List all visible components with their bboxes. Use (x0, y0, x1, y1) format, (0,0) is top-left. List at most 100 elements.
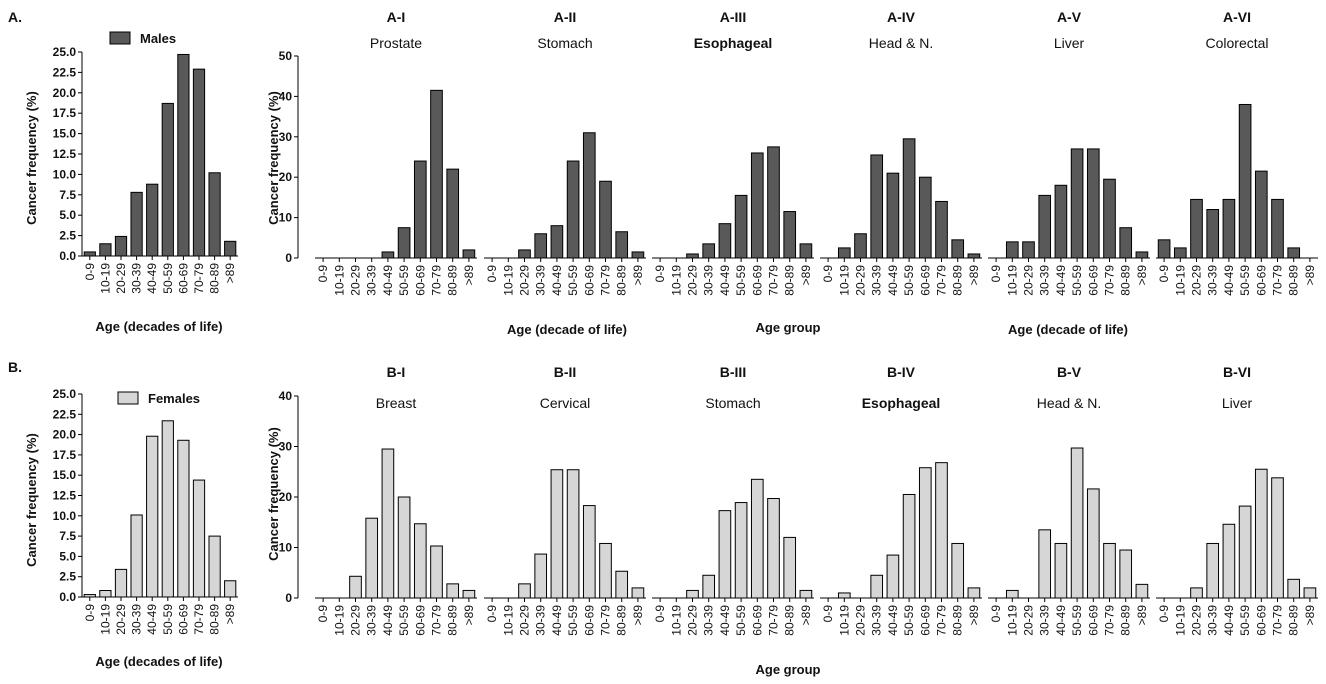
x-tick-label: 30-39 (534, 605, 548, 636)
bar (718, 223, 732, 259)
bar (1157, 239, 1171, 259)
bar (918, 467, 932, 599)
bar (550, 225, 564, 259)
bar (1119, 227, 1133, 259)
bar (381, 251, 395, 259)
bar (1038, 194, 1052, 259)
x-tick-label: 50-59 (161, 604, 175, 635)
bar (83, 251, 96, 257)
x-tick-label: >89 (1303, 605, 1317, 626)
bar (854, 233, 867, 259)
x-tick-label: 70-79 (1103, 605, 1117, 636)
subplot-code: B-I (387, 364, 406, 380)
x-tick-label: >89 (631, 605, 645, 626)
bar (1254, 170, 1268, 259)
y-tick-label: 0 (285, 591, 292, 605)
x-tick-label: 0-9 (316, 605, 330, 623)
x-tick-label: 30-39 (130, 604, 144, 635)
y-tick-label: 20 (279, 490, 293, 504)
bar (381, 448, 395, 599)
x-tick-label: 80-89 (1287, 605, 1301, 636)
x-tick-label: 70-79 (1103, 265, 1117, 296)
x-tick-label: 60-69 (582, 265, 596, 296)
subplot-code: B-VI (1223, 364, 1251, 380)
x-tick-label: 10-19 (669, 265, 683, 296)
bar (1271, 477, 1284, 599)
y-tick-label: 50 (279, 49, 293, 63)
subplot-title: Esophageal (694, 35, 773, 51)
bar (518, 583, 531, 599)
x-tick-label: 30-39 (1206, 605, 1220, 636)
bar (224, 580, 237, 598)
bar (783, 536, 797, 599)
y-tick-label: 10 (279, 211, 293, 225)
x-tick-label: 70-79 (599, 605, 613, 636)
x-tick-label: 60-69 (582, 605, 596, 636)
panel-label-b: B. (8, 359, 22, 375)
x-tick-label: 30-39 (702, 605, 716, 636)
subplot-title: Stomach (705, 395, 760, 411)
bar (224, 240, 237, 257)
y-tick-label: 20.0 (53, 428, 77, 442)
y-tick-label: 5.0 (59, 208, 76, 222)
x-tick-label: 20-29 (114, 263, 128, 294)
x-tick-label: 70-79 (935, 605, 949, 636)
bar (1103, 178, 1116, 259)
bar (702, 574, 716, 599)
bar (918, 176, 932, 259)
x-tick-label: 50-59 (1238, 605, 1252, 636)
legend-swatch-males (109, 31, 131, 45)
legend-swatch-females (117, 391, 139, 405)
y-tick-label: 15.0 (53, 127, 77, 141)
subplot-code: A-V (1057, 9, 1082, 25)
x-tick-label: 10-19 (98, 263, 112, 294)
y-tick-label: 10.0 (53, 167, 77, 181)
x-tick-label: >89 (799, 265, 813, 286)
bar (686, 589, 699, 599)
x-tick-label: 80-89 (783, 605, 797, 636)
bar (615, 231, 629, 259)
bar (566, 469, 580, 599)
x-tick-label: 20-29 (854, 605, 868, 636)
x-tick-label: 60-69 (918, 265, 932, 296)
x-tick-label: 30-39 (1038, 265, 1052, 296)
x-tick-label: 50-59 (566, 605, 580, 636)
x-tick-label: 50-59 (566, 265, 580, 296)
x-tick-label: >89 (799, 605, 813, 626)
bar (599, 542, 612, 599)
bar (902, 138, 916, 259)
x-tick-label: 20-29 (1190, 265, 1204, 296)
bar (114, 235, 128, 257)
x-tick-label: 60-69 (1086, 265, 1100, 296)
x-tick-label: 50-59 (1070, 265, 1084, 296)
y-tick-label: 25.0 (53, 45, 77, 59)
bar (192, 479, 206, 598)
bar (837, 592, 851, 599)
x-tick-label: 0-9 (989, 265, 1003, 283)
y-tick-label: 25.0 (53, 387, 77, 401)
bar (615, 570, 629, 599)
x-tick-label: 10-19 (332, 265, 346, 296)
bar (702, 243, 716, 259)
x-tick-label: 30-39 (130, 263, 144, 294)
x-axis-label-a-overview: Age (decades of life) (95, 319, 222, 334)
x-tick-label: 20-29 (686, 605, 700, 636)
x-tick-label: 60-69 (918, 605, 932, 636)
y-tick-label: 17.5 (53, 106, 77, 120)
x-tick-label: 40-49 (381, 265, 395, 296)
bar (799, 243, 813, 259)
bar (783, 211, 797, 259)
bar (130, 514, 143, 598)
x-tick-label: 50-59 (397, 265, 411, 296)
x-tick-label: 10-19 (501, 605, 515, 636)
bar (430, 545, 443, 599)
x-tick-label: 30-39 (1038, 605, 1052, 636)
bar (1173, 247, 1187, 259)
y-tick-label: 22.5 (53, 65, 77, 79)
x-tick-label: 70-79 (430, 605, 444, 636)
bar (1054, 542, 1068, 599)
x-tick-label: 80-89 (951, 265, 965, 296)
bar (1254, 468, 1268, 599)
bar (534, 233, 548, 259)
